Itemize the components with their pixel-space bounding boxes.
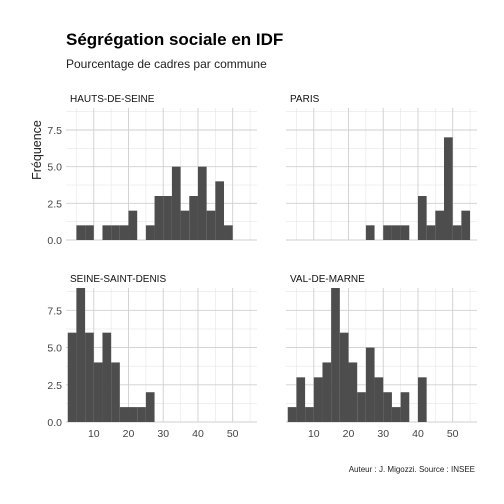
histogram-bar xyxy=(207,211,216,240)
histogram-bar xyxy=(102,333,111,422)
histogram-bar xyxy=(366,348,375,422)
histogram-bar xyxy=(163,196,172,240)
facet-panel-seine-saint-denis: SEINE-SAINT-DENIS 0.0 2.5 5.0 7.5 10 20 30 40 50 xyxy=(47,274,257,440)
panels-group: HAUTS-DE-SEINE 0.0 2.5 5.0 7.5 PARIS SEINE-SAI… xyxy=(47,94,477,440)
y-tick-label: 7.5 xyxy=(47,305,62,317)
facet-label: HAUTS-DE-SEINE xyxy=(70,94,155,105)
facet-label: PARIS xyxy=(290,94,320,105)
histogram-bar xyxy=(357,392,366,422)
histogram-bar xyxy=(155,196,164,240)
histogram-bar xyxy=(427,225,436,240)
histogram-bar xyxy=(189,196,198,240)
histogram-bar xyxy=(224,225,233,240)
histogram-bar xyxy=(120,225,129,240)
histogram-bar xyxy=(366,225,375,240)
histogram-bar xyxy=(375,377,384,422)
y-tick-label: 0.0 xyxy=(47,235,62,247)
y-tick-label: 2.5 xyxy=(47,198,62,210)
histogram-bar xyxy=(215,181,224,240)
histogram-bar xyxy=(444,137,453,240)
histogram-bar xyxy=(435,211,444,240)
facet-panel-val-de-marne: VAL-DE-MARNE 10 20 30 40 50 xyxy=(286,274,477,440)
histogram-bar xyxy=(401,392,410,422)
histogram-bar xyxy=(85,225,94,240)
histogram-bar xyxy=(102,225,111,240)
histogram-bar xyxy=(314,377,323,422)
histogram-bar xyxy=(111,362,120,422)
x-tick-label: 50 xyxy=(227,428,239,440)
histogram-bar xyxy=(129,211,138,240)
histogram-bar xyxy=(418,196,427,240)
histogram-bar xyxy=(349,362,358,422)
histogram-bar xyxy=(172,167,181,240)
x-tick-label: 40 xyxy=(192,428,204,440)
histogram-bar xyxy=(85,333,94,422)
facet-label: SEINE-SAINT-DENIS xyxy=(70,274,166,285)
x-tick-label: 30 xyxy=(157,428,169,440)
histogram-bar xyxy=(322,362,331,422)
histogram-bar xyxy=(120,407,129,422)
histogram-bar xyxy=(146,392,155,422)
histogram-bar xyxy=(129,407,138,422)
chart-caption: Auteur : J. Migozzi. Source : INSEE xyxy=(349,465,475,474)
chart-subtitle: Pourcentage de cadres par commune xyxy=(66,57,267,71)
histogram-bar xyxy=(137,407,146,422)
histogram-bar xyxy=(461,211,470,240)
x-tick-label: 10 xyxy=(308,428,320,440)
facet-panel-hauts-de-seine: HAUTS-DE-SEINE 0.0 2.5 5.0 7.5 xyxy=(47,94,257,247)
histogram-bar xyxy=(181,211,190,240)
x-tick-label: 10 xyxy=(88,428,100,440)
histogram-bar xyxy=(331,288,340,422)
x-tick-label: 30 xyxy=(377,428,389,440)
facet-panel-paris: PARIS xyxy=(286,94,477,240)
y-tick-label: 5.0 xyxy=(47,343,62,355)
histogram-bar xyxy=(340,333,349,422)
histogram-bar xyxy=(401,225,410,240)
histogram-bar xyxy=(305,407,314,422)
x-tick-label: 20 xyxy=(123,428,135,440)
facet-label: VAL-DE-MARNE xyxy=(290,274,365,285)
histogram-bar xyxy=(76,288,85,422)
histogram-bar xyxy=(76,225,85,240)
histogram-bar xyxy=(111,225,120,240)
y-tick-label: 0.0 xyxy=(47,417,62,429)
x-tick-label: 50 xyxy=(447,428,459,440)
x-tick-label: 20 xyxy=(343,428,355,440)
histogram-bar xyxy=(94,362,103,422)
x-tick-label: 40 xyxy=(412,428,424,440)
histogram-bar xyxy=(418,377,427,422)
histogram-bar xyxy=(453,225,462,240)
histogram-bar xyxy=(392,407,401,422)
y-tick-label: 5.0 xyxy=(47,162,62,174)
y-tick-label: 7.5 xyxy=(47,125,62,137)
chart-title: Ségrégation sociale en IDF xyxy=(66,30,283,49)
histogram-bar xyxy=(198,167,207,240)
histogram-bar xyxy=(296,377,305,422)
histogram-bar xyxy=(392,225,401,240)
histogram-bar xyxy=(146,225,155,240)
y-tick-label: 2.5 xyxy=(47,380,62,392)
histogram-bar xyxy=(383,225,392,240)
histogram-bar xyxy=(68,333,77,422)
histogram-bar xyxy=(288,407,297,422)
y-axis-title: Fréquence xyxy=(30,120,44,180)
histogram-bar xyxy=(383,392,392,422)
